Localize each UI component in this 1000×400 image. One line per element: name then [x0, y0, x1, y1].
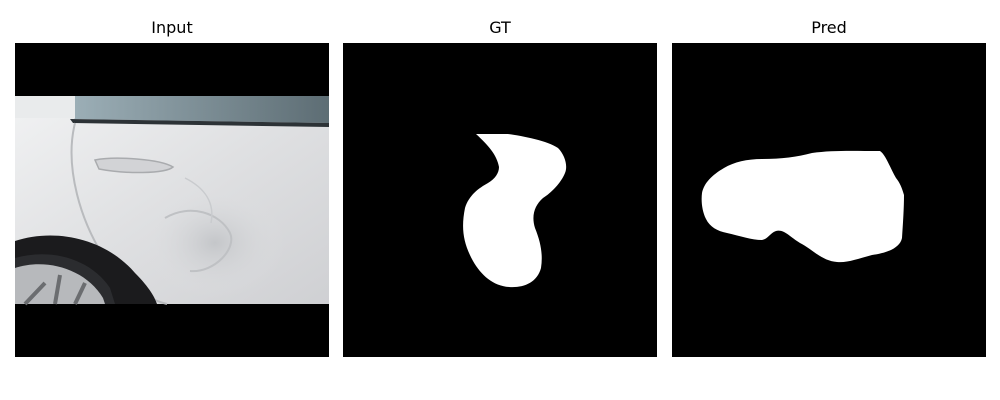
gt-panel-title: GT: [489, 18, 511, 37]
input-image: [15, 43, 329, 357]
gt-mask-region: [463, 134, 567, 288]
window-glass: [60, 96, 329, 123]
gt-mask-image: [343, 43, 657, 357]
input-panel-title: Input: [151, 18, 193, 37]
car-photo: [15, 96, 329, 306]
pred-mask-region: [701, 150, 904, 263]
dent-area: [145, 188, 285, 298]
pred-mask-image: [672, 43, 986, 357]
door-handle: [93, 157, 175, 174]
window-trim: [70, 119, 329, 127]
pred-panel-title: Pred: [811, 18, 847, 37]
